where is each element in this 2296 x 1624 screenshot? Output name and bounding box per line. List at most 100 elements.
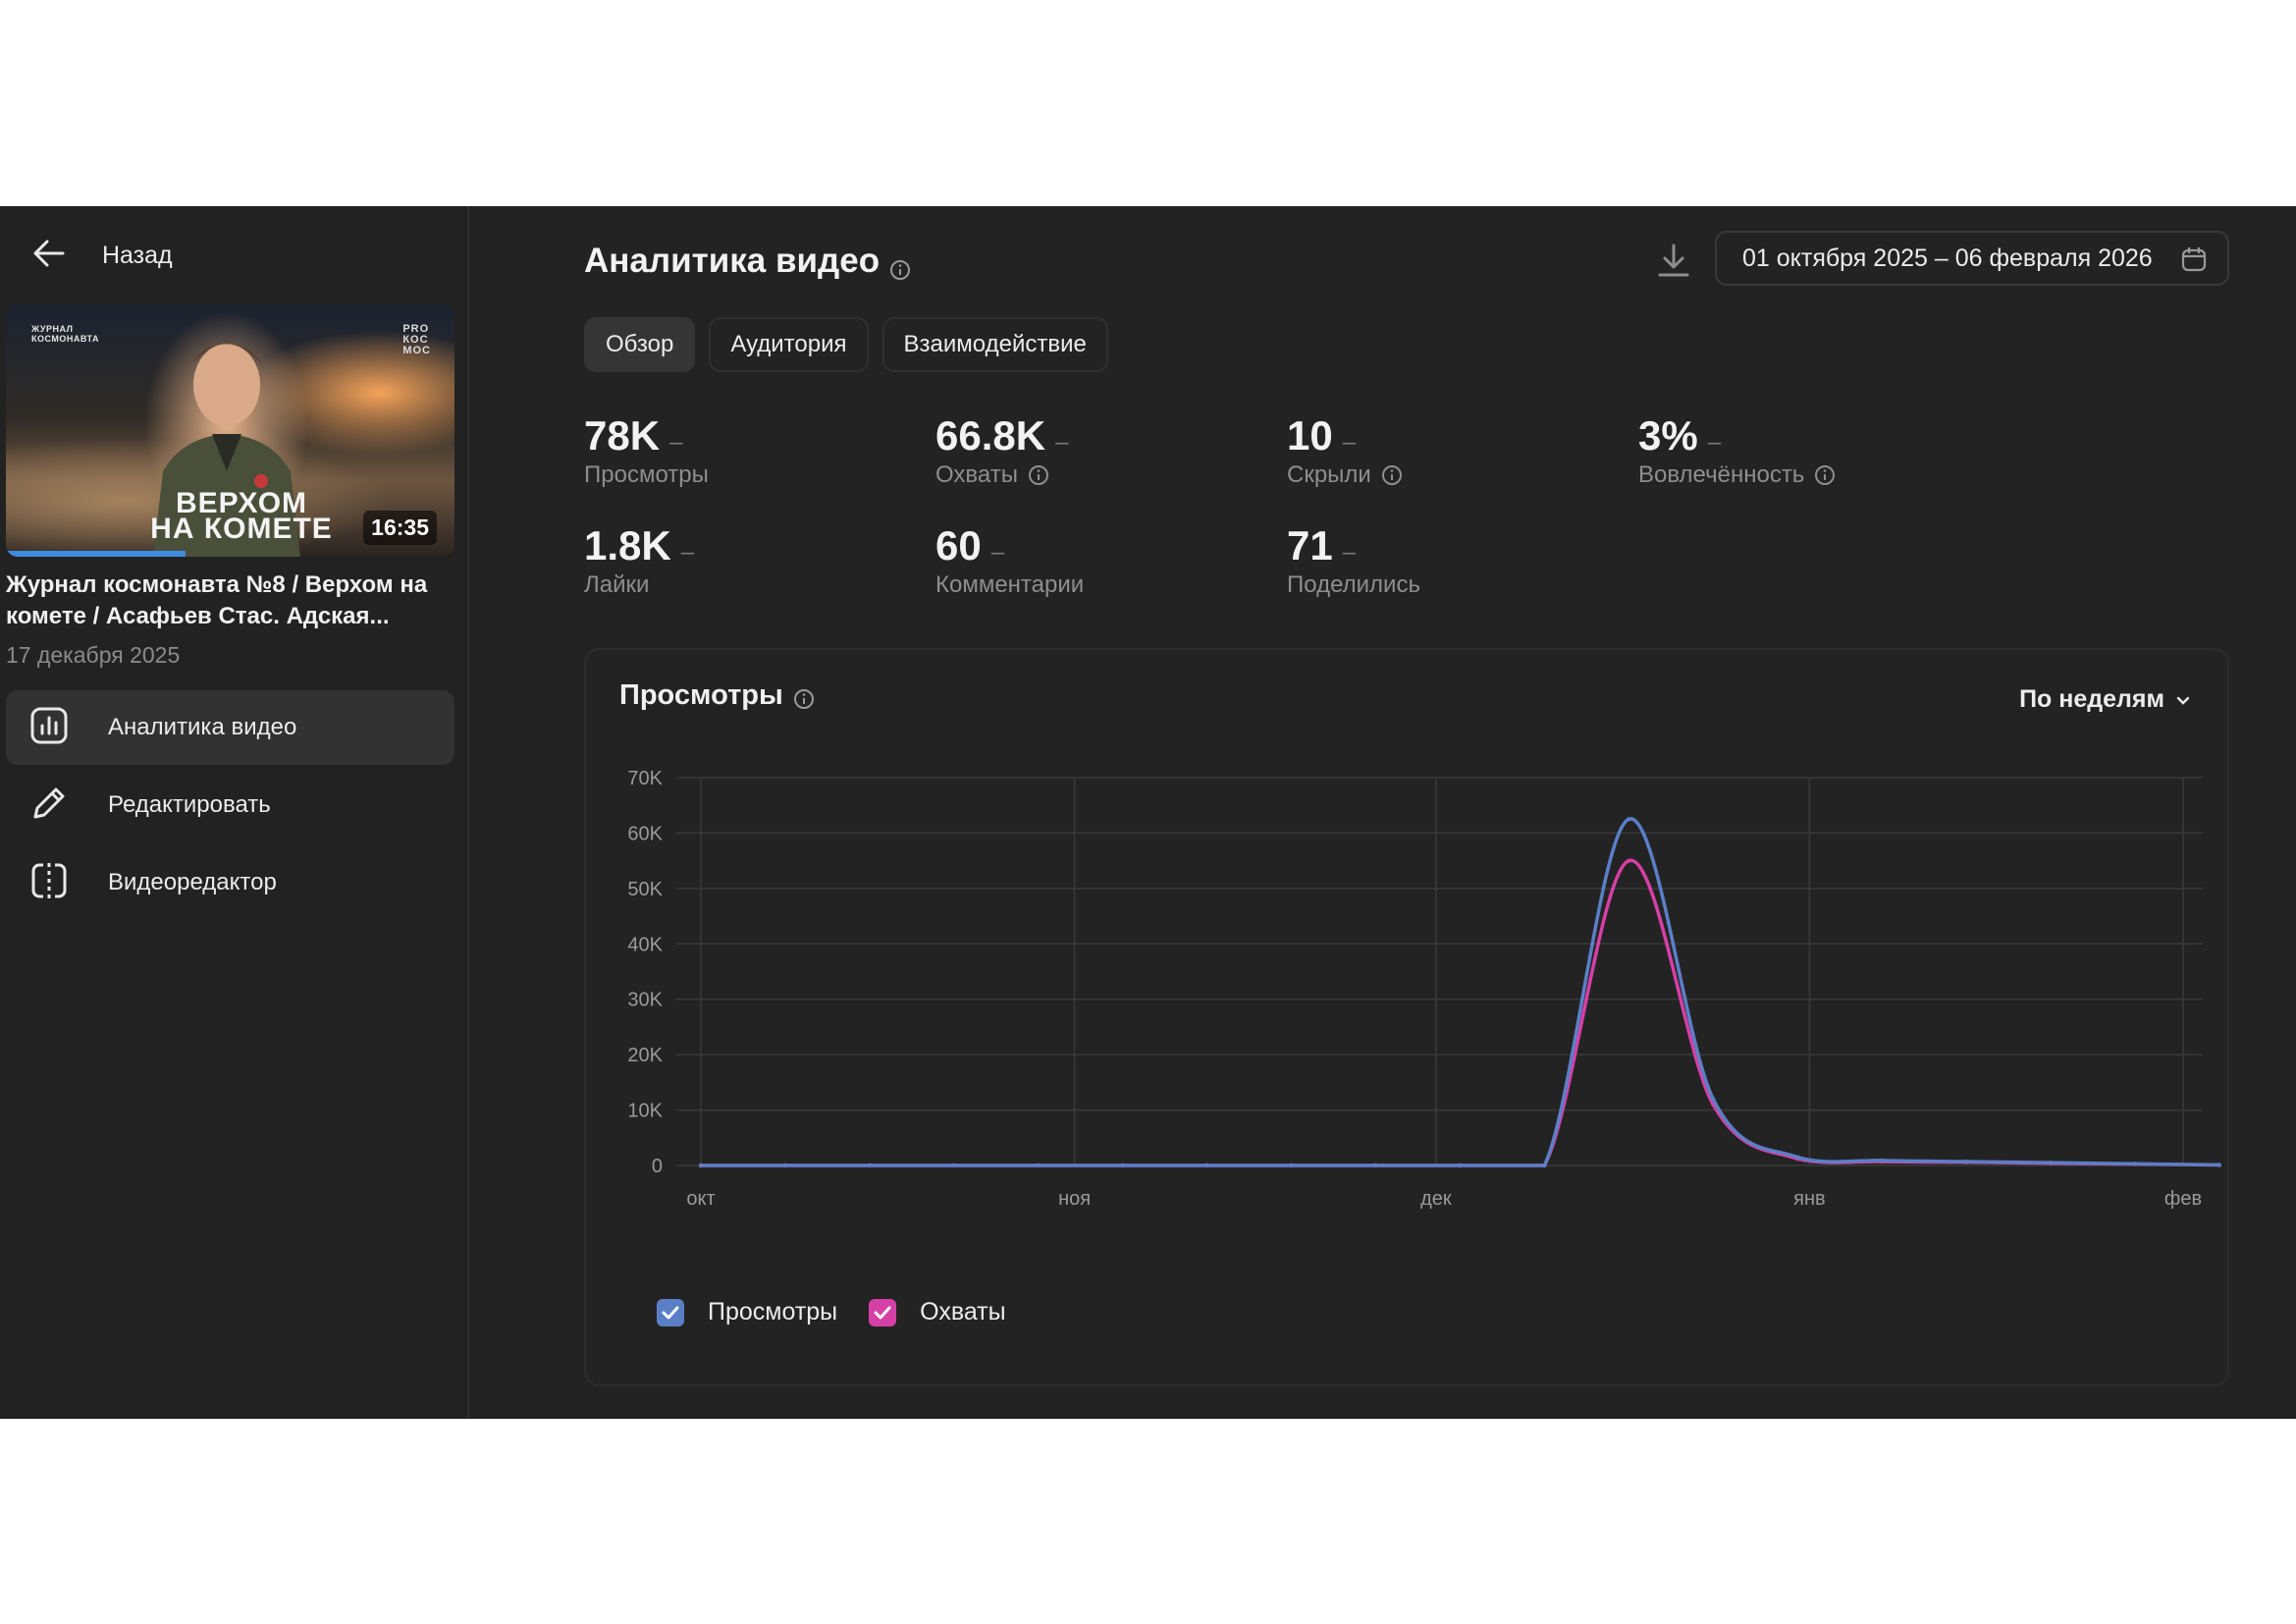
menu-item-video-editor[interactable]: Видеоредактор: [6, 845, 454, 920]
chart-legend: Просмотры Охваты: [657, 1298, 1038, 1326]
stat-views: 78K – Просмотры: [584, 412, 709, 489]
sidebar: Назад ЖУРНАЛ КОСМОНАВТА PRO КОС МОС ВЕРХ…: [0, 206, 469, 1419]
y-tick-label: 60K: [627, 823, 663, 844]
video-thumbnail[interactable]: ЖУРНАЛ КОСМОНАВТА PRO КОС МОС ВЕРХОМ НА …: [6, 304, 454, 557]
back-label: Назад: [102, 241, 173, 269]
checkbox-checked-icon[interactable]: [869, 1298, 897, 1326]
legend-item-views[interactable]: Просмотры: [657, 1298, 837, 1326]
data-point: [2216, 1163, 2222, 1167]
tab-interaction[interactable]: Взаимодействие: [881, 317, 1108, 372]
x-tick-label: дек: [1420, 1188, 1452, 1210]
menu-label: Аналитика видео: [108, 714, 297, 740]
watch-progress-bar: [6, 551, 186, 557]
checkbox-checked-icon[interactable]: [657, 1298, 684, 1326]
stat-value: 66.8K: [935, 412, 1046, 459]
presenter-image: [153, 344, 300, 557]
legend-item-reach[interactable]: Охваты: [869, 1298, 1006, 1326]
data-point: [1542, 1163, 1547, 1168]
data-point: [1711, 1097, 1716, 1102]
y-tick-label: 70K: [627, 768, 663, 789]
data-point: [951, 1163, 957, 1168]
y-tick-label: 20K: [627, 1045, 663, 1066]
menu-item-edit[interactable]: Редактировать: [6, 768, 454, 842]
stat-change: –: [1342, 539, 1357, 566]
thumbnail-title: ВЕРХОМ НА КОМЕТЕ: [104, 487, 379, 545]
y-tick-label: 10K: [627, 1101, 663, 1122]
main-content: Аналитика видео 01 октября 2025 – 06 фев…: [469, 206, 2296, 1419]
video-date: 17 декабря 2025: [6, 642, 181, 668]
menu-label: Редактировать: [108, 791, 271, 818]
stat-value: 3%: [1638, 412, 1698, 459]
stat-shares: 71– Поделились: [1287, 522, 1420, 599]
download-icon: [1652, 244, 1695, 287]
tab-overview[interactable]: Обзор: [584, 317, 696, 372]
data-point: [1373, 1163, 1378, 1168]
stat-label: Поделились: [1287, 571, 1420, 598]
data-point: [1289, 1163, 1294, 1168]
stat-label: Комментарии: [935, 571, 1085, 598]
page-title: Аналитика видео: [584, 242, 911, 281]
info-icon[interactable]: [1381, 464, 1403, 486]
info-icon[interactable]: [889, 250, 911, 280]
data-point: [1458, 1163, 1463, 1168]
x-tick-label: окт: [686, 1188, 715, 1210]
tab-audience[interactable]: Аудитория: [709, 317, 869, 372]
data-point: [1204, 1163, 1209, 1168]
thumbnail-series-text: ЖУРНАЛ КОСМОНАВТА: [31, 324, 99, 344]
data-point: [1627, 858, 1631, 863]
y-tick-label: 0: [652, 1156, 663, 1177]
period-dropdown[interactable]: По неделям: [2019, 685, 2192, 714]
menu-item-analytics[interactable]: Аналитика видео: [6, 690, 454, 765]
pencil-icon: [6, 784, 69, 828]
thumbnail-title-line2: НА КОМЕТЕ: [150, 513, 333, 545]
date-range-text: 01 октября 2025 – 06 февраля 2026: [1742, 244, 2153, 272]
thumbnail-title-line1: ВЕРХОМ: [175, 487, 308, 519]
info-icon[interactable]: [793, 685, 815, 709]
stat-comments: 60– Комментарии: [935, 522, 1084, 599]
stat-label: Скрыли: [1287, 461, 1371, 488]
chevron-down-icon: [2176, 696, 2190, 705]
data-point: [698, 1163, 704, 1168]
arrow-left-icon: [29, 234, 69, 278]
video-title: Журнал космонавта №8 / Верхом на комете …: [6, 571, 428, 629]
stat-hidden: 10– Скрыли: [1287, 412, 1403, 489]
y-tick-label: 50K: [627, 879, 663, 900]
stat-label: Охваты: [935, 461, 1018, 488]
stat-value: 78K: [584, 412, 661, 459]
calendar-icon: [2181, 247, 2207, 272]
data-point: [2132, 1162, 2138, 1166]
stat-likes: 1.8K – Лайки: [584, 522, 694, 599]
thumbnail-logo: PRO КОС МОС: [402, 323, 431, 356]
data-point: [867, 1163, 873, 1168]
date-range-picker[interactable]: 01 октября 2025 – 06 февраля 2026: [1715, 231, 2229, 286]
stat-label: Вовлечённость: [1638, 461, 1805, 488]
data-point: [2048, 1160, 2054, 1165]
chart-title: Просмотры: [619, 679, 815, 712]
video-editor-icon: [6, 861, 69, 905]
side-menu: Аналитика видео Редактировать Видеоредак…: [6, 690, 454, 923]
stat-label: Просмотры: [584, 461, 709, 488]
series-line-views: [700, 817, 2219, 1167]
data-point: [1794, 1155, 1800, 1160]
legend-label: Просмотры: [708, 1298, 838, 1326]
analytics-app: Назад ЖУРНАЛ КОСМОНАВТА PRO КОС МОС ВЕРХ…: [0, 206, 2296, 1419]
download-button[interactable]: [1652, 240, 1695, 283]
info-icon[interactable]: [1028, 464, 1049, 486]
data-point: [1963, 1159, 1969, 1164]
data-point: [782, 1163, 788, 1168]
legend-label: Охваты: [920, 1298, 1006, 1326]
series-line-reach: [700, 858, 2219, 1167]
stat-label: Лайки: [584, 571, 650, 598]
data-point: [1879, 1158, 1885, 1164]
stat-reach: 66.8K – Охваты: [935, 412, 1068, 489]
data-point: [1627, 817, 1631, 822]
stat-change: –: [1055, 429, 1069, 456]
data-point: [1120, 1163, 1125, 1168]
stat-change: –: [990, 539, 1005, 566]
views-chart: 0 10K 20K 30K 40K 50K 60K 70K окт ноя дек янв фев: [627, 768, 2222, 1210]
info-icon[interactable]: [1814, 464, 1836, 486]
stat-value: 1.8K: [584, 522, 671, 568]
duration-badge: 16:35: [363, 511, 437, 545]
views-chart-card: Просмотры По неделям 0 10K 20K 30K 40K 50K 60K…: [584, 648, 2229, 1386]
back-button[interactable]: Назад: [29, 226, 173, 285]
